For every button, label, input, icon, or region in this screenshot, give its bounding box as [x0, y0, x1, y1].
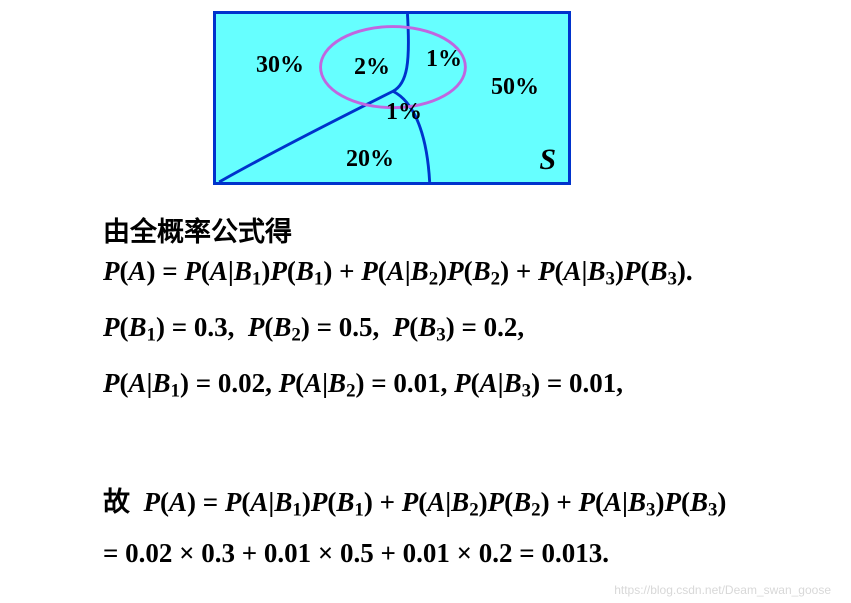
line-conditionals: P(A|B1) = 0.02, P(A|B2) = 0.01, P(A|B3) …: [103, 368, 623, 403]
line-intro: 由全概率公式得: [103, 210, 292, 249]
line-therefore: 故 P(A) = P(A|B1)P(B1) + P(A|B2)P(B2) + P…: [103, 480, 726, 522]
line-priors: P(B1) = 0.3, P(B2) = 0.5, P(B3) = 0.2,: [103, 312, 524, 347]
label-50: 50%: [491, 74, 539, 101]
label-20: 20%: [346, 146, 394, 173]
label-2: 2%: [354, 54, 390, 81]
sample-space-label: S: [539, 143, 556, 177]
line-calculation: = 0.02 × 0.3 + 0.01 × 0.5 + 0.01 × 0.2 =…: [103, 538, 609, 569]
label-30: 30%: [256, 52, 304, 79]
label-1b: 1%: [386, 99, 422, 126]
line-total-prob-formula: P(A) = P(A|B1)P(B1) + P(A|B2)P(B2) + P(A…: [103, 256, 693, 291]
probability-diagram: 30% 2% 1% 50% 1% 20% S: [213, 11, 571, 185]
label-1a: 1%: [426, 46, 462, 73]
watermark: https://blog.csdn.net/Deam_swan_goose: [614, 583, 831, 597]
